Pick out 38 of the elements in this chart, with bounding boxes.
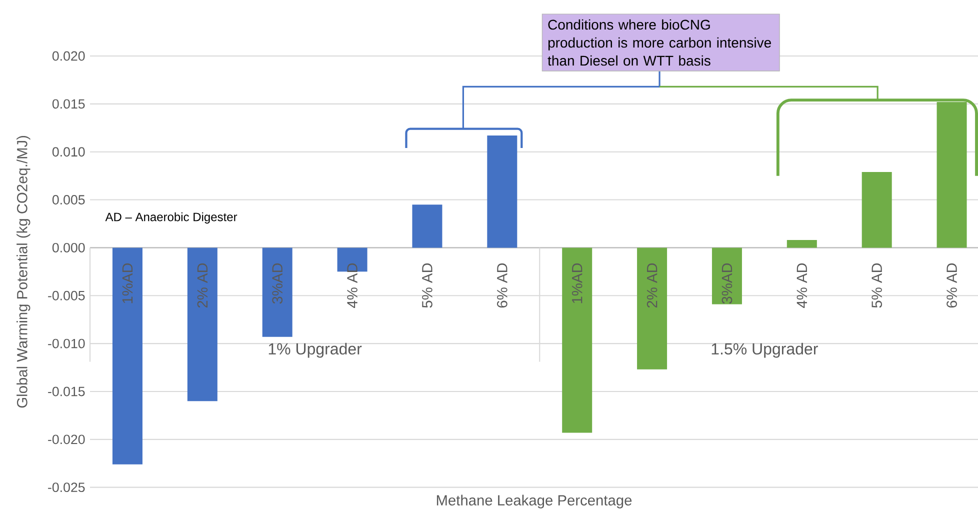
bar [487, 136, 518, 248]
y-tick-label: -0.010 [48, 338, 85, 348]
x-tick-label: 3%AD [272, 263, 283, 304]
x-tick-label: 2% AD [197, 263, 208, 308]
bar [412, 204, 442, 248]
y-tick-label: 0.015 [52, 99, 85, 109]
x-tick-label: 3%AD [722, 263, 732, 304]
x-axis-title: Methane Leakage Percentage [436, 494, 632, 508]
y-axis-title: Global Warming Potential (kg CO2eq./MJ) [16, 136, 30, 408]
y-tick-label: -0.025 [48, 482, 85, 492]
y-tick-label: -0.015 [48, 386, 85, 396]
bar [562, 248, 592, 433]
bar [262, 248, 292, 337]
bar [187, 248, 218, 402]
bar [862, 172, 892, 248]
x-tick-label: 4% AD [347, 263, 358, 308]
bar [712, 248, 742, 304]
annotation: Conditions where bioCNG production is more carbon intensive than Diesel on WTT basis [548, 19, 771, 66]
x-tick-label: 5% AD [872, 263, 882, 308]
bar [786, 240, 817, 248]
bar [112, 248, 142, 464]
annotation: 1.5% Upgrader [712, 342, 818, 358]
x-tick-label: 4% AD [796, 263, 808, 308]
x-tick-label: 5% AD [422, 263, 432, 308]
y-tick-label: 0.020 [52, 51, 85, 61]
y-tick-label: 0.010 [52, 147, 85, 157]
x-tick-label: 2% AD [646, 263, 658, 308]
x-tick-label: 1%AD [572, 263, 582, 304]
bar [637, 248, 668, 370]
y-tick-label: 0.005 [52, 195, 85, 204]
y-tick-label: 0.000 [52, 242, 85, 252]
x-tick-label: 1%AD [122, 263, 133, 304]
annotation: 1% Upgrader [268, 342, 362, 358]
y-tick-label: -0.020 [48, 434, 85, 444]
annotation: AD – Anaerobic Digester [105, 212, 238, 224]
x-tick-label: 6% AD [946, 263, 957, 308]
x-tick-label: 6% AD [496, 263, 508, 308]
y-tick-label: -0.005 [48, 290, 85, 300]
